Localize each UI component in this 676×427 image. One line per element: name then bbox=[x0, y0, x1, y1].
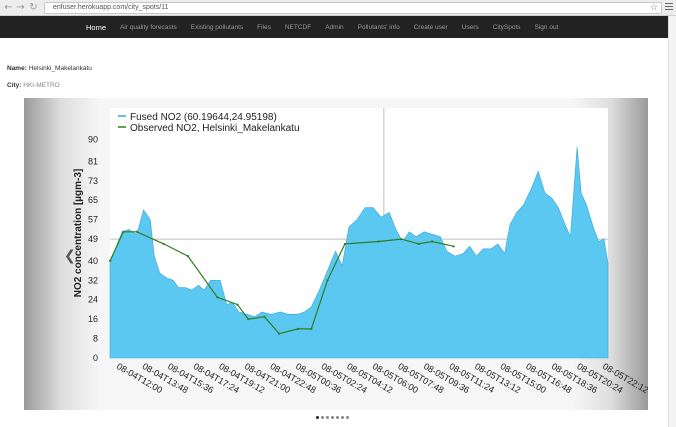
carousel-indicators bbox=[316, 416, 351, 419]
carousel-dot[interactable] bbox=[321, 416, 324, 419]
observed-point bbox=[247, 318, 250, 321]
observed-point bbox=[108, 259, 112, 263]
y-tick-label: 16 bbox=[88, 314, 98, 324]
legend-fused-label: Fused NO2 (60.19644,24.95198) bbox=[130, 112, 277, 123]
y-axis-label: NO2 concentration [µgm-3] bbox=[73, 169, 84, 298]
y-tick-label: 90 bbox=[88, 135, 98, 145]
y-tick-label: 49 bbox=[88, 234, 98, 244]
y-tick-label: 32 bbox=[88, 275, 98, 285]
y-tick-label: 24 bbox=[88, 295, 98, 305]
city-value: HKI-METRO bbox=[23, 82, 60, 89]
carousel-dot[interactable] bbox=[331, 416, 334, 419]
forward-icon[interactable]: → bbox=[16, 2, 25, 13]
observed-point bbox=[417, 242, 420, 246]
observed-point bbox=[431, 240, 434, 243]
no2-chart: 081624324049576573819008-04T12:0008-04T1… bbox=[73, 108, 648, 395]
observed-point bbox=[263, 315, 266, 318]
y-tick-label: 8 bbox=[93, 334, 98, 344]
observed-point bbox=[296, 327, 300, 330]
address-bar[interactable]: enfuser.herokuapp.com/city_spots/11 ☆ bbox=[44, 2, 662, 14]
observed-point bbox=[326, 279, 329, 282]
observed-point bbox=[377, 240, 380, 243]
name-label: Name: bbox=[7, 65, 27, 72]
nav-item-sign-out[interactable]: Sign out bbox=[534, 23, 559, 31]
observed-point bbox=[452, 245, 455, 248]
legend-observed-label: Observed NO2, Helsinki_Makelankatu bbox=[130, 123, 300, 134]
carousel-dot[interactable] bbox=[316, 416, 319, 419]
city-label: City: bbox=[7, 82, 22, 89]
address-text: enfuser.herokuapp.com/city_spots/11 bbox=[53, 4, 169, 11]
observed-point bbox=[278, 332, 281, 335]
nav-item-home[interactable]: Home bbox=[86, 22, 107, 32]
nav-links: Home Air quality forecasts Existing pollut… bbox=[86, 16, 572, 38]
city-line: City: HKI-METRO bbox=[7, 82, 60, 89]
nav-item-create-user[interactable]: Create user bbox=[413, 23, 448, 31]
observed-point bbox=[122, 230, 125, 233]
nav-item-users[interactable]: Users bbox=[461, 23, 479, 31]
y-tick-label: 65 bbox=[88, 195, 98, 205]
fused-no2-area bbox=[109, 146, 609, 359]
app-navbar: Home Air quality forecasts Existing pollut… bbox=[0, 16, 668, 38]
observed-point bbox=[186, 254, 189, 258]
name-line: Name: Helsinki_Makelankatu bbox=[7, 65, 92, 72]
y-tick-label: 40 bbox=[88, 256, 98, 266]
reload-icon[interactable]: ↻ bbox=[29, 2, 38, 13]
nav-item-admin[interactable]: Admin bbox=[325, 23, 344, 31]
carousel-dot[interactable] bbox=[346, 416, 349, 419]
observed-point bbox=[216, 296, 219, 299]
nav-item-existing-pollutants[interactable]: Existing pollutants bbox=[190, 23, 244, 31]
nav-item-netcdf[interactable]: NETCDF bbox=[284, 23, 312, 31]
carousel-dot[interactable] bbox=[341, 416, 344, 419]
page-scrollbar[interactable] bbox=[668, 16, 676, 427]
browser-toolbar: ← → ↻ enfuser.herokuapp.com/city_spots/1… bbox=[0, 0, 676, 16]
observed-point bbox=[310, 327, 313, 330]
back-icon[interactable]: ← bbox=[4, 2, 13, 13]
bookmark-star-icon[interactable]: ☆ bbox=[649, 3, 658, 13]
carousel-prev-icon[interactable]: ❮ bbox=[64, 248, 76, 264]
carousel-dot[interactable] bbox=[336, 416, 339, 419]
y-tick-label: 81 bbox=[88, 156, 98, 166]
nav-item-cityspots[interactable]: CitySpots bbox=[492, 23, 521, 31]
carousel-dot[interactable] bbox=[326, 416, 329, 419]
observed-point bbox=[135, 230, 138, 233]
chart-carousel: ❮ ❯ 081624324049576573819008-04T12:0008-… bbox=[24, 98, 648, 410]
y-tick-label: 57 bbox=[88, 215, 98, 225]
nav-item-pollutants-info[interactable]: Pollutants' info bbox=[357, 23, 400, 31]
observed-point bbox=[400, 237, 403, 241]
nav-item-air-quality-forecasts[interactable]: Air quality forecasts bbox=[120, 23, 177, 31]
nav-item-files[interactable]: Files bbox=[257, 23, 271, 31]
browser-menu-icon[interactable] bbox=[665, 3, 673, 12]
y-tick-label: 73 bbox=[88, 176, 98, 186]
y-tick-label: 0 bbox=[93, 353, 98, 363]
observed-point bbox=[162, 242, 165, 246]
observed-point bbox=[343, 242, 347, 246]
observed-point bbox=[236, 303, 239, 306]
name-value: Helsinki_Makelankatu bbox=[28, 65, 92, 72]
